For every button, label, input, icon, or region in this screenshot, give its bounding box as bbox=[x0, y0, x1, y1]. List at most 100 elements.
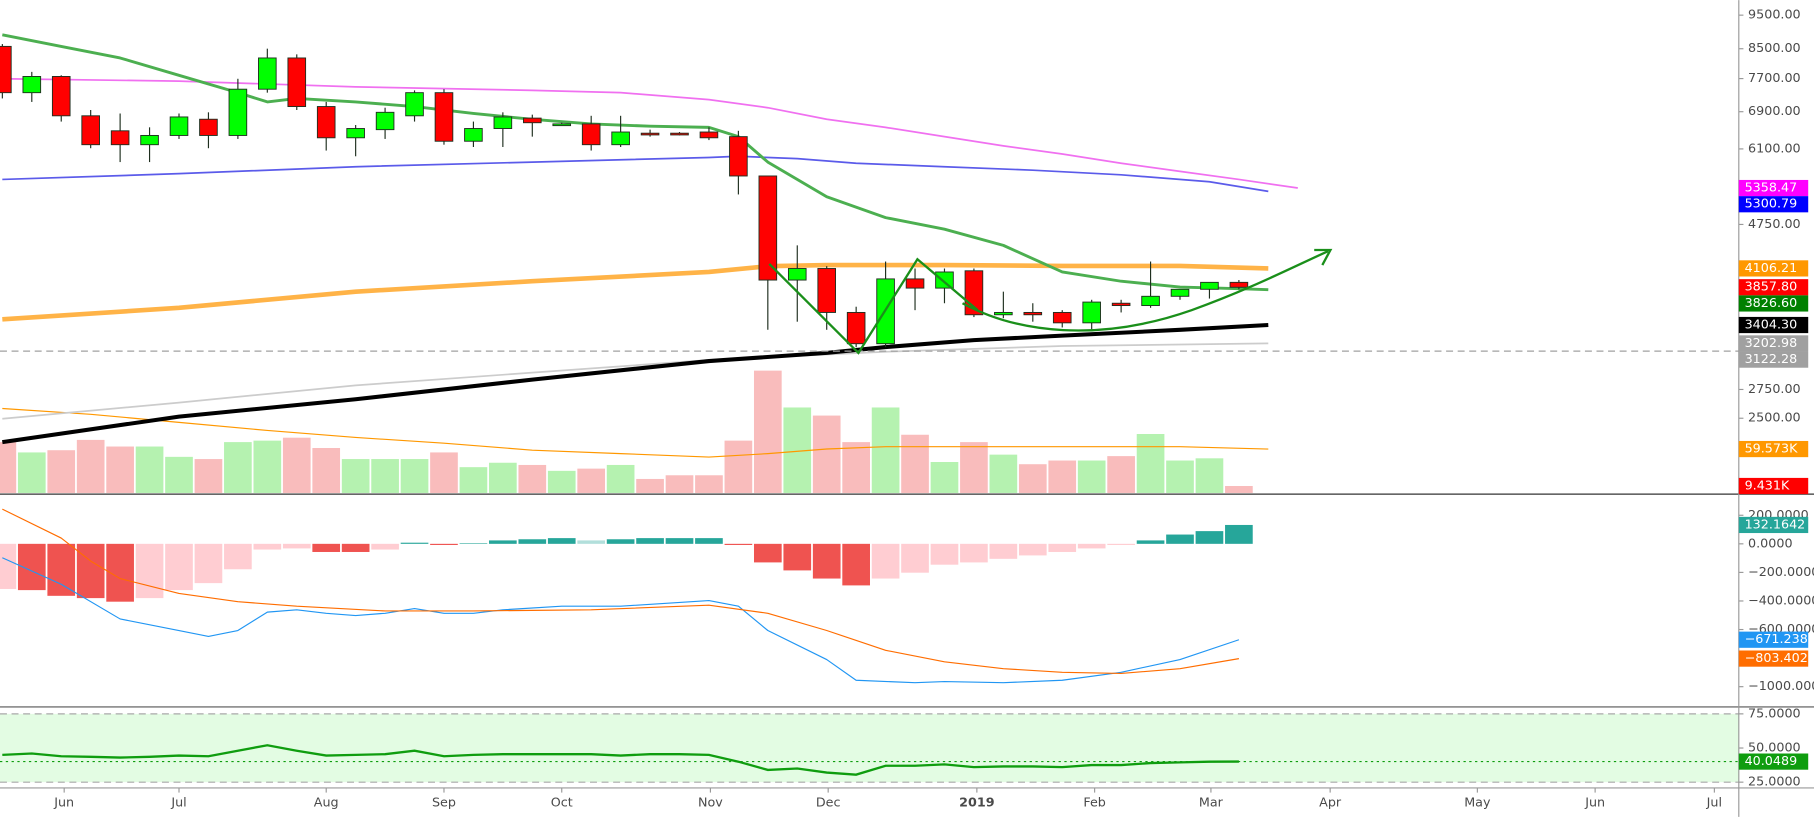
candle-body bbox=[1082, 301, 1101, 324]
price-marker bbox=[1738, 631, 1809, 648]
volume-bar bbox=[1048, 460, 1077, 493]
candle-body bbox=[0, 45, 12, 94]
candle-body bbox=[434, 92, 454, 142]
moving-average bbox=[2, 508, 1240, 675]
volume-bar bbox=[341, 459, 370, 493]
macd-bar bbox=[194, 543, 223, 584]
macd-bar bbox=[1195, 531, 1224, 544]
y-tick-label: 50.0000 bbox=[1748, 740, 1801, 755]
y-tick-label: 2500.00 bbox=[1748, 410, 1801, 425]
moving-average bbox=[2, 557, 1240, 684]
volume-bar bbox=[224, 442, 252, 493]
macd-bar bbox=[665, 538, 694, 544]
x-tick-label: Oct bbox=[551, 794, 573, 809]
y-tick-label: −1000.0000 bbox=[1748, 678, 1814, 693]
volume-bar bbox=[489, 462, 517, 493]
macd-bar bbox=[1136, 540, 1165, 544]
x-tick-label: May bbox=[1464, 794, 1491, 809]
candle-body bbox=[199, 118, 218, 136]
price-marker bbox=[1738, 316, 1809, 334]
macd-bar bbox=[165, 543, 193, 591]
y-tick-label: −200.0000 bbox=[1748, 564, 1814, 579]
macd-bar bbox=[930, 543, 959, 565]
volume-bar bbox=[282, 437, 311, 493]
volume-bar bbox=[1166, 460, 1194, 493]
volume-bar bbox=[812, 415, 841, 493]
volume-bar bbox=[518, 464, 547, 493]
macd-bar bbox=[1077, 543, 1106, 549]
candle-body bbox=[846, 311, 866, 345]
price-axis-area bbox=[1738, 0, 1814, 817]
x-tick-label: Jul bbox=[1706, 794, 1722, 809]
price-marker-label: 3857.80 bbox=[1745, 279, 1798, 294]
candle-body bbox=[552, 123, 572, 127]
candle-body bbox=[581, 123, 601, 146]
y-tick-label: 75.0000 bbox=[1748, 705, 1801, 720]
macd-bar bbox=[901, 543, 929, 573]
candle-body bbox=[523, 117, 542, 124]
price-marker bbox=[1738, 477, 1809, 495]
price-marker bbox=[1738, 516, 1809, 534]
price-marker bbox=[1738, 179, 1809, 197]
macd-bar bbox=[871, 543, 900, 579]
macd-bar bbox=[76, 543, 105, 599]
y-tick-label: −400.0000 bbox=[1748, 592, 1814, 607]
x-tick-label: Mar bbox=[1199, 794, 1224, 809]
macd-bar bbox=[695, 538, 723, 544]
macd-bar bbox=[0, 543, 17, 589]
macd-bar bbox=[812, 543, 841, 579]
volume-bar bbox=[842, 442, 870, 493]
macd-bar bbox=[312, 543, 341, 552]
volume-bar bbox=[753, 370, 782, 493]
price-marker bbox=[1738, 279, 1809, 296]
candle-body bbox=[758, 175, 778, 281]
panel-backgrounds bbox=[0, 713, 1739, 783]
candle-body bbox=[1141, 295, 1160, 307]
candle-body bbox=[994, 311, 1013, 316]
volume-bar bbox=[606, 464, 635, 493]
candle-body bbox=[316, 106, 336, 139]
macd-bar bbox=[400, 542, 429, 544]
moving-average bbox=[2, 77, 1298, 189]
candle-body bbox=[258, 57, 277, 90]
candle-body bbox=[464, 128, 483, 142]
volume-bar bbox=[253, 440, 282, 493]
macd-bar bbox=[547, 538, 576, 544]
price-marker-label: 59.573K bbox=[1745, 441, 1799, 456]
x-tick-label: Nov bbox=[698, 794, 723, 809]
candle-body bbox=[699, 131, 719, 139]
price-marker-label: 40.0489 bbox=[1745, 753, 1798, 768]
macd-bar bbox=[783, 543, 812, 571]
price-marker-label: 132.1642 bbox=[1745, 516, 1806, 531]
price-marker bbox=[1738, 440, 1809, 458]
x-tick-label: Aug bbox=[314, 794, 339, 809]
volume-bar bbox=[135, 446, 164, 493]
volume-bar bbox=[1225, 486, 1253, 493]
volume-bar bbox=[636, 478, 664, 493]
volume-bar bbox=[106, 446, 134, 493]
volume-bar bbox=[1195, 458, 1224, 493]
volume-bar bbox=[1136, 434, 1165, 493]
macd-bar bbox=[753, 543, 782, 563]
volume-bar bbox=[724, 440, 753, 493]
x-tick-label: Sep bbox=[432, 794, 456, 809]
volume-layer bbox=[0, 370, 1269, 602]
candle-body bbox=[140, 134, 159, 146]
price-marker bbox=[1738, 295, 1809, 312]
candle-body bbox=[169, 116, 189, 136]
candle-body bbox=[493, 116, 513, 129]
y-tick-label: 6900.00 bbox=[1748, 103, 1801, 118]
macd-bar bbox=[459, 543, 488, 544]
volume-bar bbox=[430, 452, 458, 493]
volume-bar bbox=[371, 459, 399, 493]
candle-body bbox=[1023, 311, 1043, 316]
candle-body bbox=[935, 271, 954, 289]
pattern-drawing bbox=[768, 248, 1333, 355]
candle-body bbox=[1170, 288, 1190, 297]
candle-layer bbox=[0, 44, 1249, 348]
y-tick-label: 7700.00 bbox=[1748, 70, 1801, 85]
price-marker bbox=[1738, 196, 1809, 213]
macd-bar bbox=[224, 543, 252, 570]
